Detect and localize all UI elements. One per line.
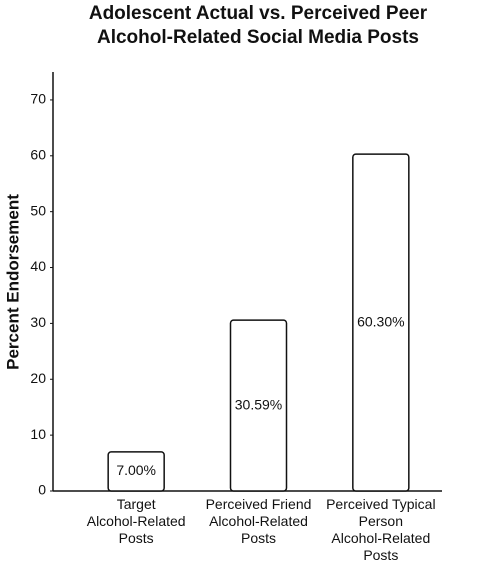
x-tick-label: Perceived Friend Alcohol-Related Posts bbox=[206, 496, 312, 546]
y-tick-label: 60 bbox=[30, 147, 46, 163]
y-tick-label: 50 bbox=[30, 202, 46, 218]
y-tick-label: 30 bbox=[30, 314, 46, 330]
y-axis-label: Percent Endorsement bbox=[3, 194, 22, 370]
bar bbox=[107, 451, 165, 492]
y-tick-label: 0 bbox=[38, 482, 46, 498]
bar bbox=[352, 153, 410, 492]
x-tick-label: Perceived Typical Person Alcohol-Related Po… bbox=[326, 496, 435, 563]
bar bbox=[229, 319, 288, 492]
x-tick-label: Target Alcohol-Related Posts bbox=[87, 496, 186, 546]
y-tick-label: 10 bbox=[30, 426, 46, 442]
value-label: 30.59% bbox=[235, 396, 282, 412]
y-tick-label: 70 bbox=[30, 91, 46, 107]
chart-title: Adolescent Actual vs. Perceived Peer Alco… bbox=[89, 3, 428, 48]
value-label: 60.30% bbox=[357, 313, 404, 329]
y-tick-label: 20 bbox=[30, 370, 46, 386]
value-label: 7.00% bbox=[116, 462, 156, 478]
y-tick-label: 40 bbox=[30, 258, 46, 274]
